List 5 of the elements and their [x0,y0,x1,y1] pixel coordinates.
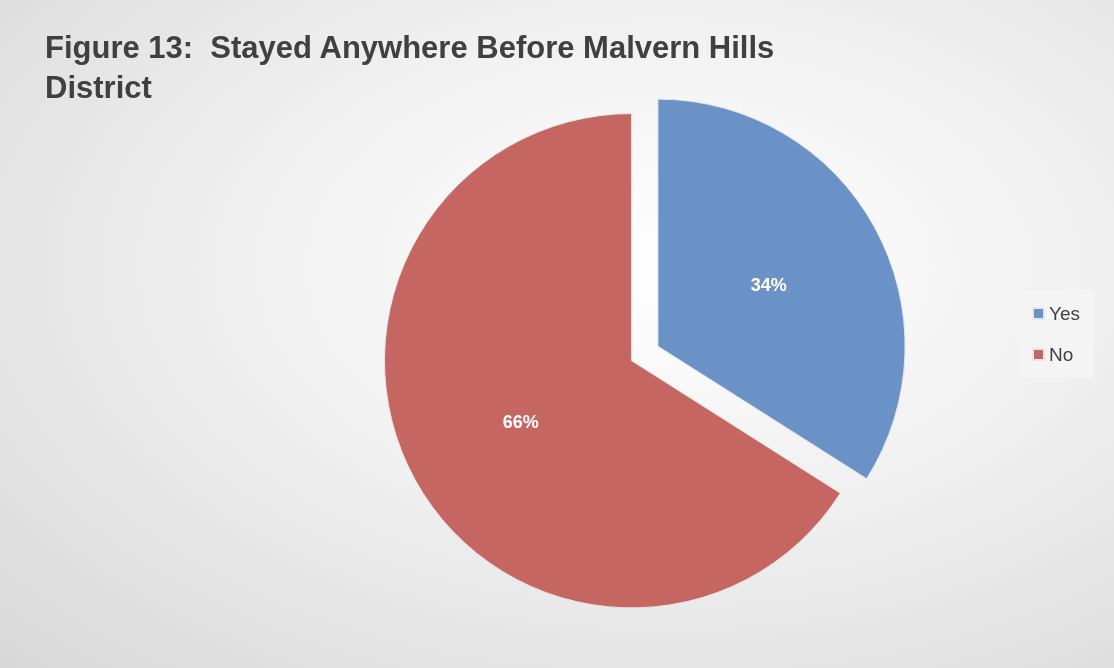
data-label: 66% [502,411,539,432]
legend-label: No [1049,344,1074,365]
legend-label: Yes [1049,303,1080,324]
data-label: 34% [750,275,787,296]
chart-title: Figure 13: Stayed Anywhere Before Malvern Hills District [45,29,783,105]
